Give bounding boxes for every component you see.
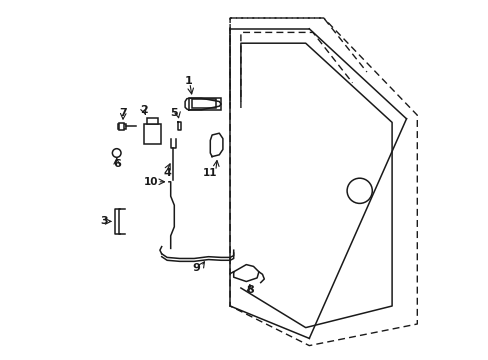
Text: 8: 8: [245, 285, 253, 295]
Bar: [188, 98, 221, 110]
Bar: [118, 124, 125, 129]
Text: 6: 6: [113, 159, 121, 169]
Bar: [119, 123, 124, 130]
Text: 3: 3: [100, 216, 108, 226]
Bar: [143, 124, 161, 144]
Text: 2: 2: [140, 105, 147, 115]
Text: 5: 5: [170, 108, 178, 118]
Bar: [192, 99, 215, 108]
Text: 7: 7: [119, 108, 127, 118]
Bar: [146, 118, 158, 124]
Text: 11: 11: [203, 168, 217, 178]
Text: 10: 10: [143, 177, 158, 187]
Text: 4: 4: [163, 168, 171, 178]
Text: 9: 9: [192, 263, 200, 273]
Text: 1: 1: [184, 76, 192, 86]
